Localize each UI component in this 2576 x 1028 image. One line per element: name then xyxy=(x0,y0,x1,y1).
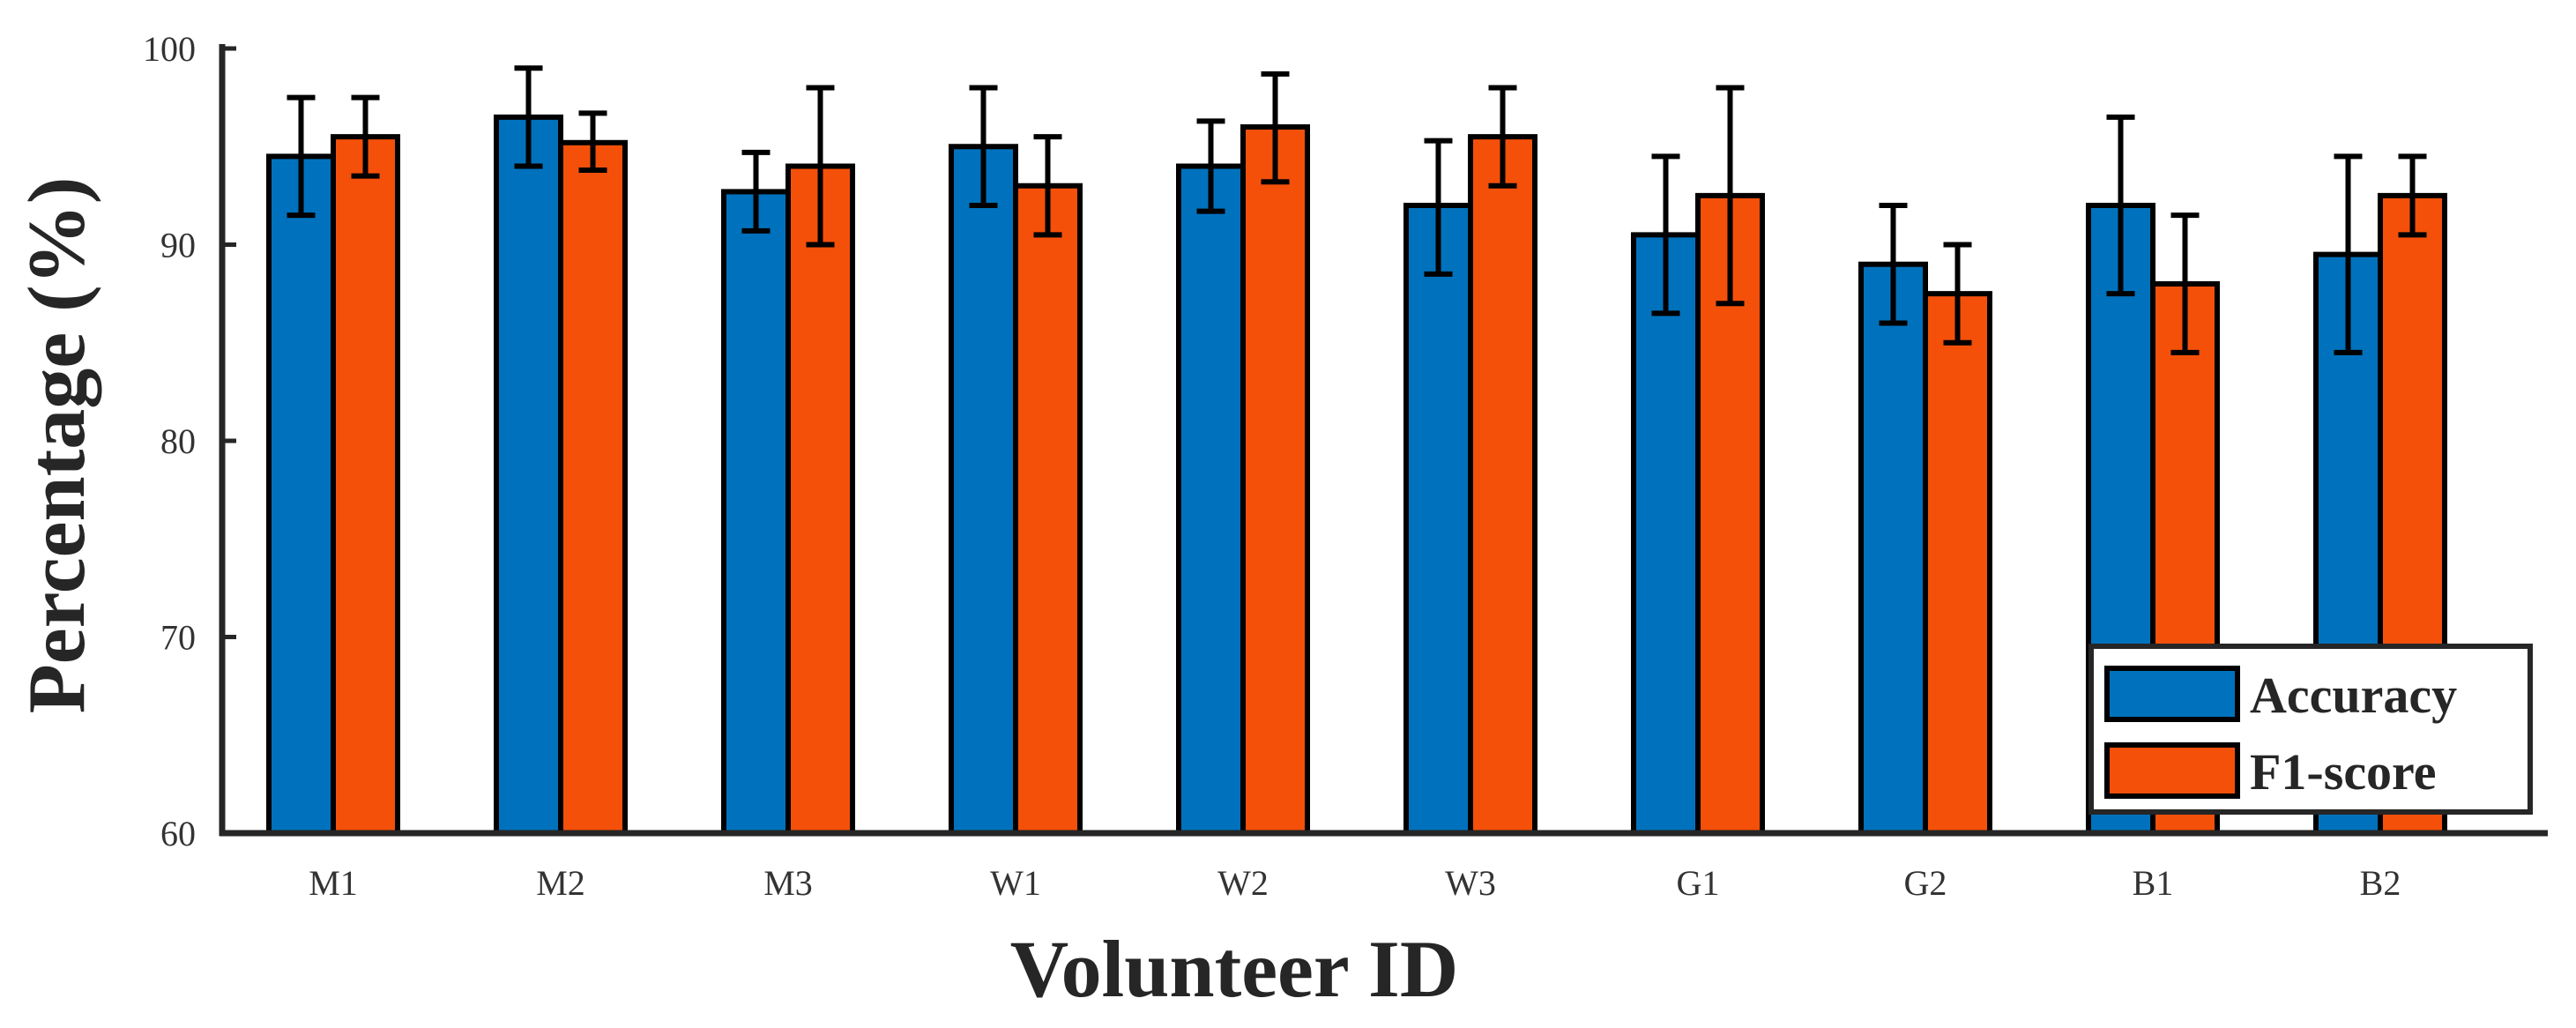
bar-accuracy-m2 xyxy=(494,114,563,836)
x-tick-label-m3: M3 xyxy=(763,863,813,903)
legend-label-f1-score: F1-score xyxy=(2250,743,2437,801)
bar-accuracy-m3 xyxy=(721,189,791,837)
bar-accuracy-w1 xyxy=(949,144,1018,836)
x-tick-label-m1: M1 xyxy=(309,863,358,903)
bar-f1-score-w2 xyxy=(1240,124,1310,836)
y-tick-label-60: 60 xyxy=(160,814,196,853)
y-ticks-layer: 60 70 80 90 100 xyxy=(143,29,236,853)
error-bars-layer xyxy=(287,65,2427,355)
x-tick-label-w1: W1 xyxy=(990,863,1041,903)
y-tick-label-80: 80 xyxy=(160,421,196,461)
bar-f1-score-w1 xyxy=(1013,183,1083,836)
x-ticks-layer: M1 M2 M3 W1 W2 W3 G1 G2 B1 B2 xyxy=(309,863,2401,903)
bar-f1-score-w3 xyxy=(1468,134,1537,836)
x-tick-label-w2: W2 xyxy=(1217,863,1269,903)
bar-accuracy-m1 xyxy=(266,153,336,836)
bar-f1-score-g2 xyxy=(1923,291,1992,836)
bar-accuracy-w2 xyxy=(1176,163,1246,836)
x-tick-label-g2: G2 xyxy=(1904,863,1947,903)
x-tick-label-b2: B2 xyxy=(2360,863,2401,903)
legend-swatch-accuracy xyxy=(2104,666,2240,722)
x-tick-label-w3: W3 xyxy=(1445,863,1496,903)
bar-accuracy-g1 xyxy=(1631,232,1701,836)
legend-swatch-f1-score xyxy=(2104,742,2240,799)
x-tick-label-g1: G1 xyxy=(1677,863,1720,903)
legend-label-accuracy: Accuracy xyxy=(2250,667,2457,724)
y-tick-label-90: 90 xyxy=(160,226,196,265)
y-tick-label-70: 70 xyxy=(160,618,196,658)
bar-f1-score-m3 xyxy=(785,163,855,836)
bar-accuracy-g2 xyxy=(1858,261,1928,836)
x-tick-label-b1: B1 xyxy=(2133,863,2174,903)
y-tick-label-100: 100 xyxy=(143,29,196,69)
bar-f1-score-m2 xyxy=(558,139,628,837)
bar-f1-score-m1 xyxy=(331,134,400,836)
bar-accuracy-w3 xyxy=(1403,203,1473,836)
x-axis-title: Volunteer ID xyxy=(1010,924,1459,1014)
legend: Accuracy F1-score xyxy=(2088,644,2533,815)
x-tick-label-m2: M2 xyxy=(536,863,585,903)
y-axis-title: Percentage (%) xyxy=(11,177,101,714)
